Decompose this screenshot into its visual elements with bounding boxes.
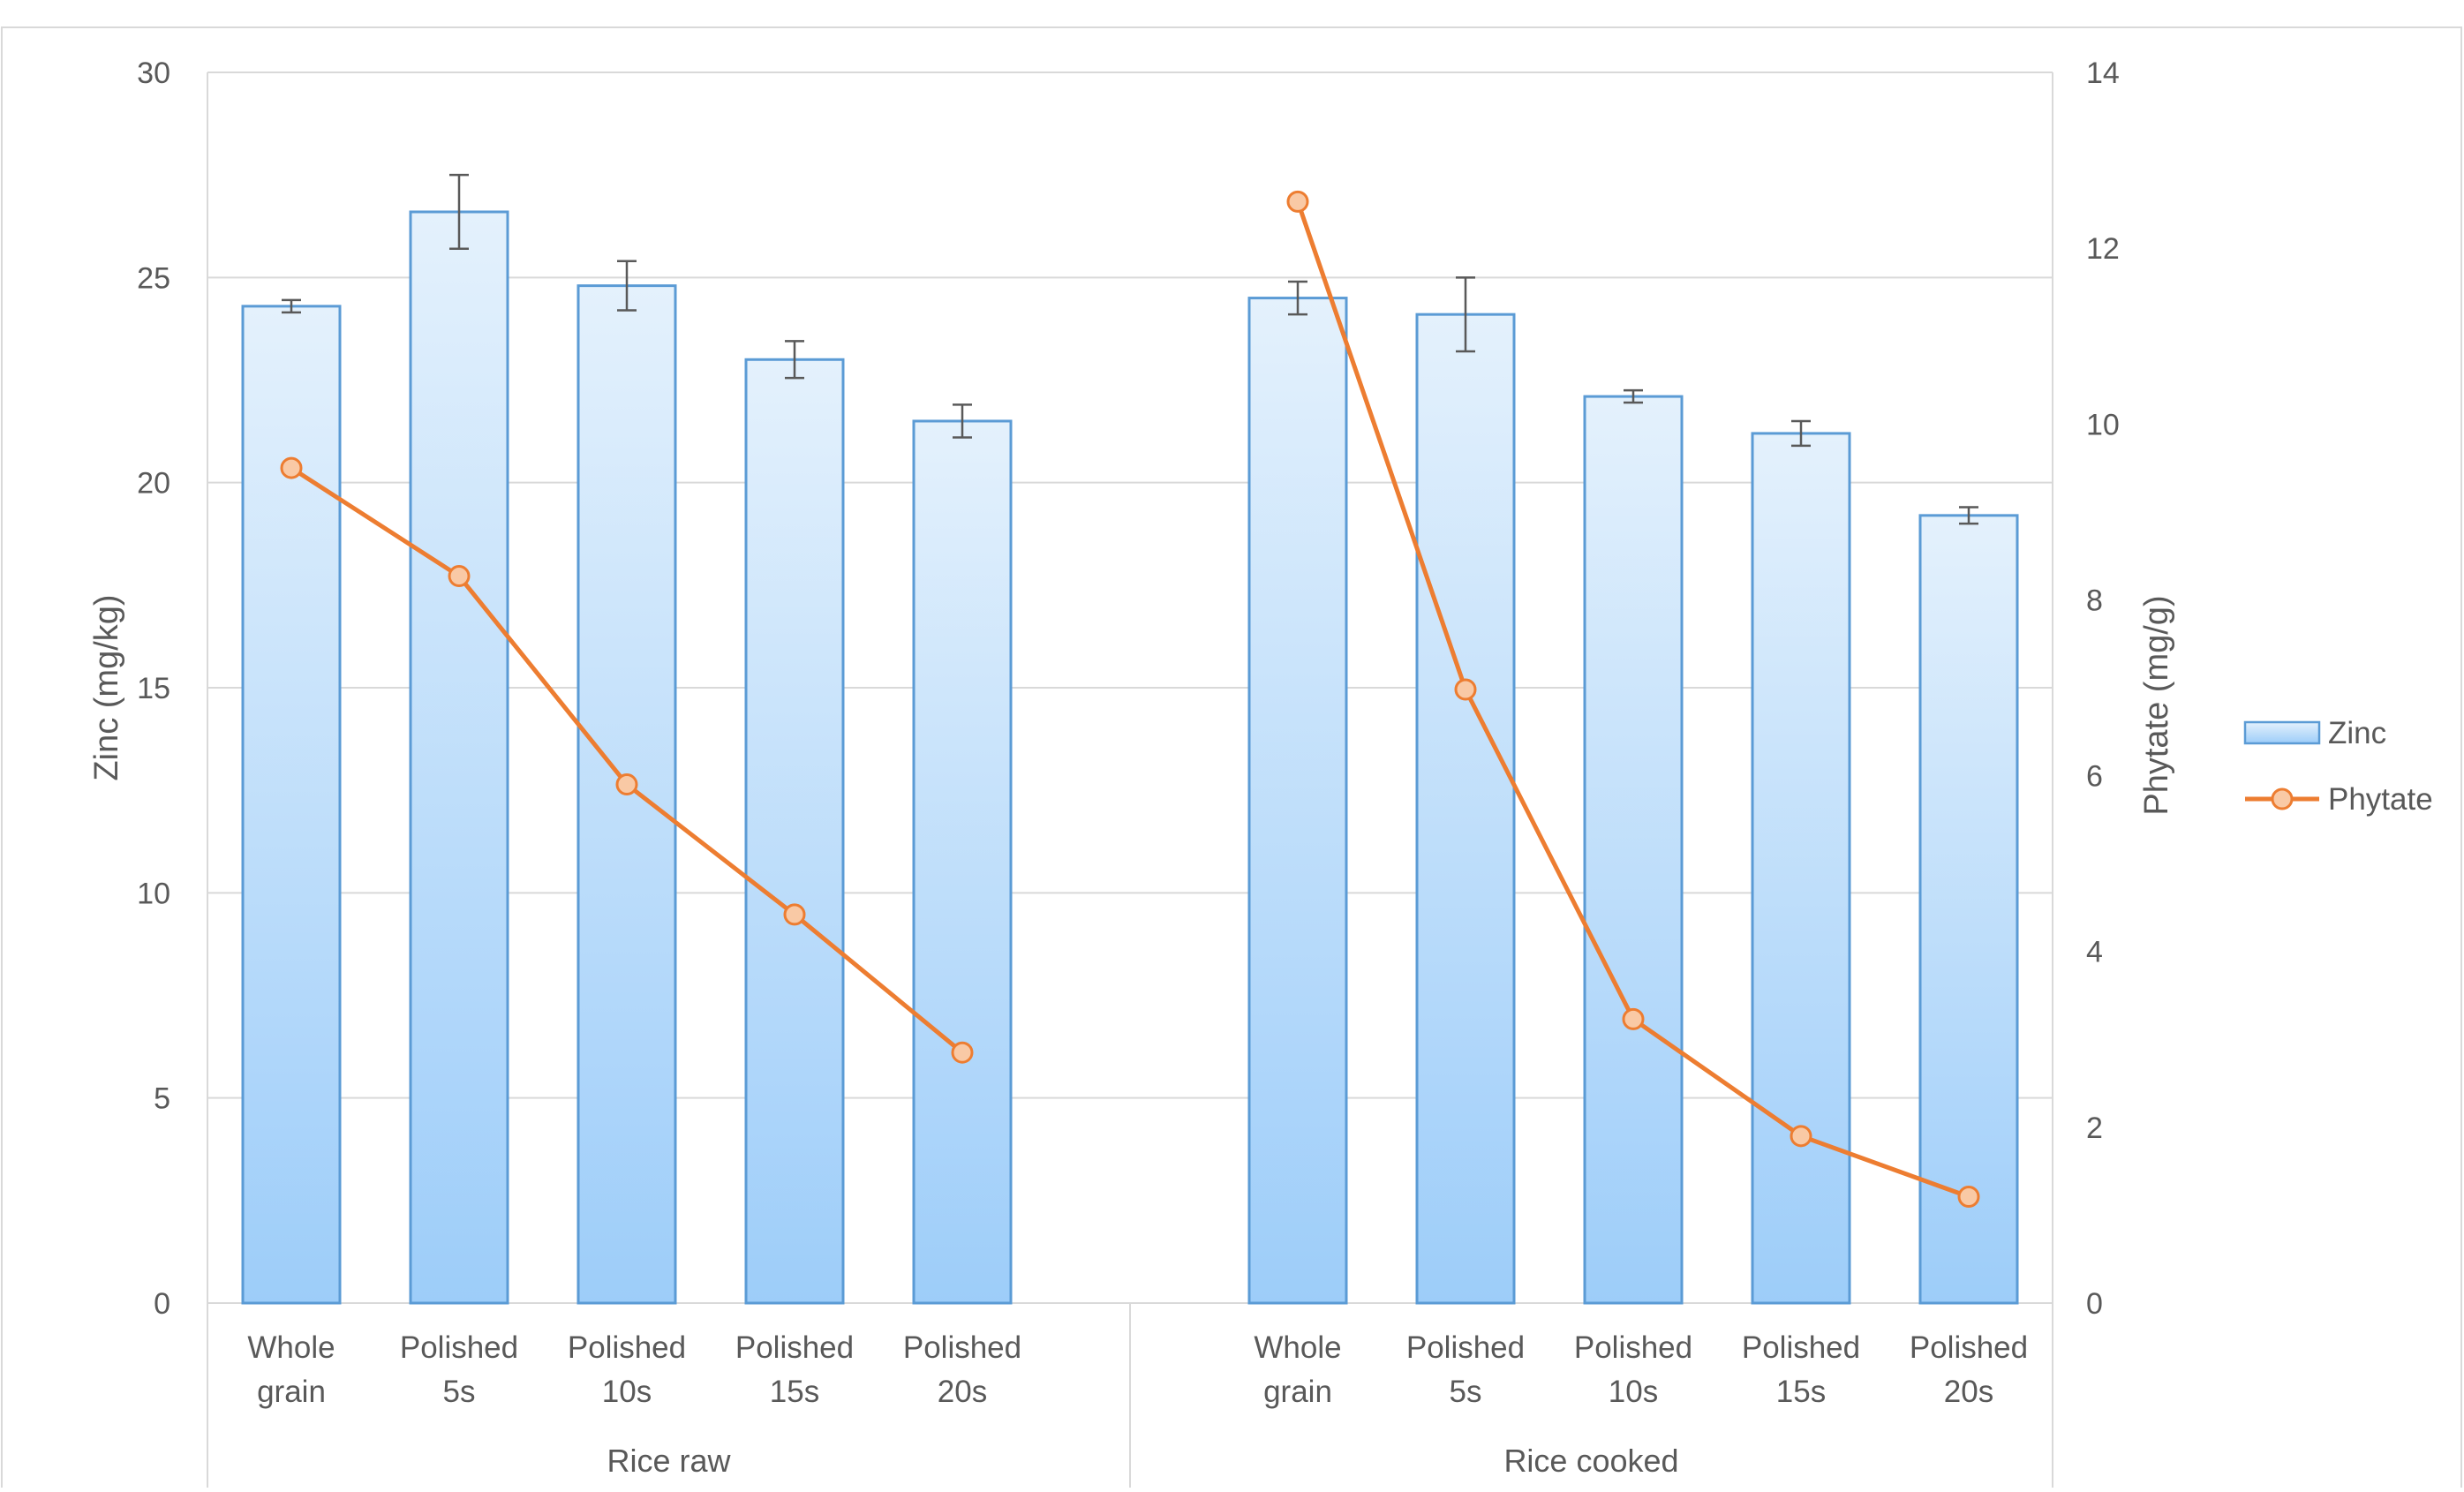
legend-zinc-swatch [2243,720,2321,745]
zinc-bars [241,210,2019,1305]
phytate-point [615,773,638,796]
gridlines [207,72,2053,1099]
x-tick-label: Polished 5s [1406,1330,1525,1409]
y2-tick-label: 14 [2086,57,2120,90]
x-tick-label: Polished 15s [1742,1330,1860,1409]
zinc-bar [1918,514,2019,1305]
axes: 0 5 10 15 20 25 30 0 2 4 6 8 10 12 14 Whole grain Polishe… [137,57,2120,1488]
chart-border [1,26,2462,1492]
y-axis-title: Zinc (mg/kg) [88,594,125,780]
zinc-bar [409,210,509,1305]
phytate-point [1286,190,1309,213]
x-tick-label: Polished 10s [568,1330,686,1409]
zinc-bar [1247,297,1348,1305]
y2-tick-label: 6 [2086,760,2103,794]
phytate-point [1957,1186,1980,1209]
legend-phytate-marker [2271,787,2294,810]
x-tick-label: Polished 10s [1574,1330,1692,1409]
group-label: Rice raw [607,1443,731,1479]
legend: Zinc Phytate [2243,716,2433,817]
zinc-bar [912,419,1013,1305]
phytate-point [1454,678,1477,701]
labels: Zinc (mg/kg) Phytate (mg/g) [88,594,2175,815]
y2-tick-label: 10 [2086,408,2120,441]
y2-axis-title: Phytate (mg/g) [2138,595,2175,815]
x-tick-label: Polished 15s [735,1330,854,1409]
phytate-point [280,456,303,479]
zinc-error-bars [282,173,1978,525]
x-tick-label: Whole grain [1254,1330,1341,1409]
x-tick-label: Polished 20s [1910,1330,2028,1409]
y-tick-label: 10 [137,877,170,910]
x-tick-label: Whole grain [247,1330,335,1409]
y-tick-label: 20 [137,467,170,501]
y-tick-label: 5 [154,1082,170,1116]
x-tick-label: Polished 20s [903,1330,1021,1409]
y-tick-label: 25 [137,261,170,295]
y2-tick-label: 8 [2086,584,2103,617]
y2-tick-label: 12 [2086,232,2120,266]
y-tick-label: 15 [137,672,170,705]
zinc-bar [1751,432,1851,1305]
group-label: Rice cooked [1503,1443,1678,1479]
legend-zinc-label: Zinc [2328,716,2386,750]
zinc-bar [1583,395,1684,1305]
zinc-bar [1415,313,1516,1305]
zinc-bar [744,358,845,1305]
y-tick-label: 30 [137,57,170,90]
legend-phytate-label: Phytate [2328,782,2433,817]
y2-tick-label: 4 [2086,936,2103,969]
phytate-point [783,903,806,926]
y-tick-label: 0 [154,1287,170,1321]
phytate-point [1622,1007,1645,1030]
y2-tick-label: 0 [2086,1287,2103,1321]
phytate-point [951,1041,974,1064]
y2-tick-label: 2 [2086,1111,2103,1145]
phytate-point [448,565,471,588]
x-tick-label: Polished 5s [400,1330,518,1409]
phytate-line [280,190,1980,1209]
zinc-bar [241,305,342,1305]
phytate-point [1790,1125,1812,1148]
